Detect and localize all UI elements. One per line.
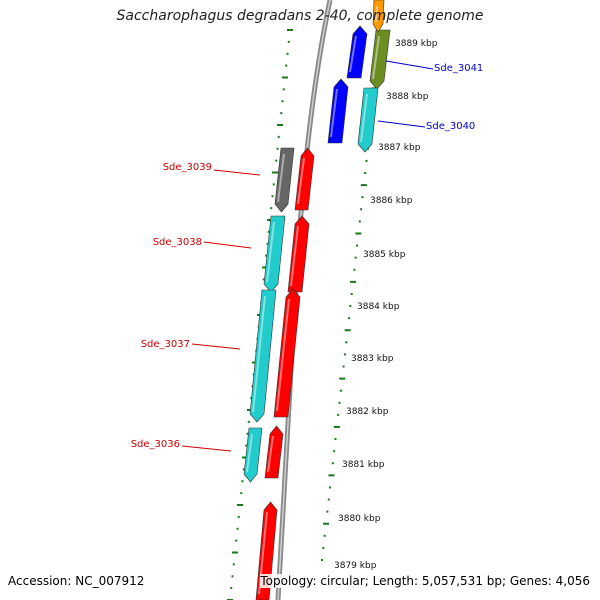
gene-gray-3039-shine	[277, 153, 285, 203]
kbp-label: 3885 kbp	[363, 250, 406, 260]
kbp-labels: 3889 kbp 3888 kbp 3887 kbp 3886 kbp 3885 kbp…	[334, 39, 438, 571]
gene-label: Sde_3037	[141, 339, 190, 350]
gene-cyan-3036-shine	[246, 433, 253, 473]
gene-cyan-3040-shine	[360, 93, 368, 143]
gene-cyan-3038-shine	[266, 221, 275, 283]
gene-red-3039	[294, 147, 315, 211]
gene-cyan-3040-body	[357, 87, 379, 153]
gene-cyan-3037	[249, 289, 277, 423]
gene-cyan-3037-body	[249, 289, 277, 423]
gene-gray-3039-body	[274, 147, 295, 213]
gene-red-3037-shine	[276, 298, 290, 412]
gene-blue-lower-body	[327, 78, 349, 144]
kbp-label: 3881 kbp	[342, 460, 385, 470]
gene-cyan-3038-body	[263, 215, 286, 293]
gene-blue-upper-body	[346, 25, 368, 79]
gene-label-leader	[203, 241, 252, 249]
gene-cyan-3038	[263, 215, 286, 293]
gene-red-3038	[287, 215, 310, 293]
gene-orange	[372, 0, 385, 33]
kbp-label: 3883 kbp	[351, 354, 394, 364]
gene-red-lower-shine	[258, 511, 268, 595]
kbp-label: 3880 kbp	[338, 514, 381, 524]
gene-cyan-3037-shine	[252, 295, 266, 413]
gene-red-3037-body	[273, 288, 301, 418]
genes	[243, 0, 391, 600]
gene-blue-upper-shine	[349, 35, 357, 73]
accession-text: Accession: NC_007912	[8, 574, 145, 588]
gene-label: Sde_3038	[153, 237, 202, 248]
kbp-label: 3887 kbp	[378, 143, 421, 153]
gene-label-leader	[377, 120, 426, 128]
kbp-label: 3884 kbp	[357, 302, 400, 312]
gene-red-3037	[273, 288, 301, 418]
gene-red-3036-body	[264, 425, 284, 479]
gene-label-leader	[213, 169, 261, 176]
genome-summary: Topology: circular; Length: 5,057,531 bp…	[260, 574, 590, 588]
gene-orange-shine	[375, 5, 378, 23]
gene-label: Sde_3041	[434, 63, 483, 74]
gene-labels: Sde_3041 Sde_3040 Sde_3039 Sde_3038 Sde_3037…	[131, 60, 483, 452]
kbp-label: 3886 kbp	[370, 196, 413, 206]
kbp-label: 3882 kbp	[346, 407, 389, 417]
gene-blue-lower	[327, 78, 349, 144]
gene-cyan-3036	[243, 427, 263, 483]
gene-red-3039-shine	[297, 157, 305, 205]
gene-olive	[369, 29, 391, 90]
kbp-label: 3879 kbp	[334, 561, 377, 571]
genome-title: Saccharophagus degradans 2-40, complete …	[116, 8, 484, 24]
gene-gray-3039	[274, 147, 295, 213]
gene-label-leader	[181, 445, 232, 452]
gene-label: Sde_3040	[426, 121, 475, 132]
gene-red-3036-shine	[267, 435, 274, 473]
gene-label: Sde_3036	[131, 439, 180, 450]
gene-olive-shine	[372, 35, 380, 80]
gene-red-3036	[264, 425, 284, 479]
gene-label: Sde_3039	[163, 162, 212, 173]
gene-label-leader	[191, 343, 241, 350]
gene-olive-body	[369, 29, 391, 90]
gene-cyan-3040	[357, 87, 379, 153]
gene-label-leader	[385, 60, 434, 70]
gene-red-3038-shine	[290, 225, 299, 287]
gene-blue-upper	[346, 25, 368, 79]
gene-orange-body	[372, 0, 385, 33]
gene-cyan-3036-body	[243, 427, 263, 483]
gene-red-3039-body	[294, 147, 315, 211]
gene-blue-lower-shine	[330, 88, 338, 138]
kbp-label: 3889 kbp	[395, 39, 438, 49]
kbp-label: 3888 kbp	[386, 92, 429, 102]
